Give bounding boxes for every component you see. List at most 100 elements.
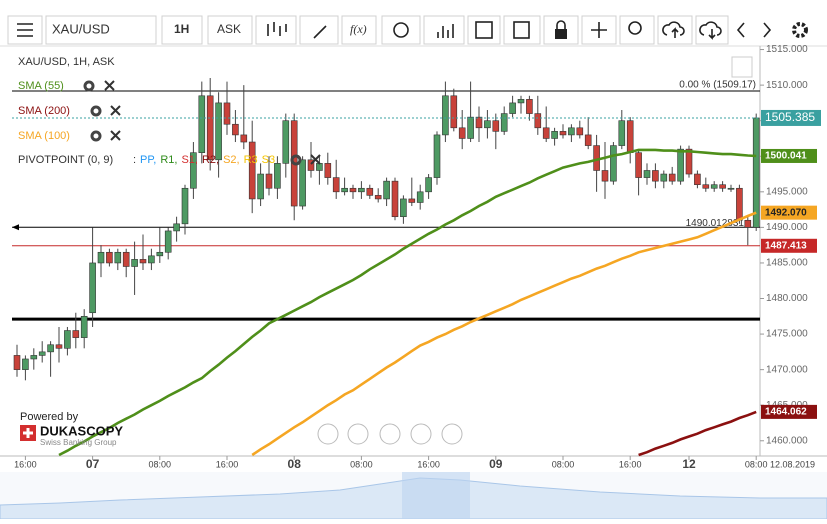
candle-body <box>551 131 558 139</box>
candle-body <box>341 187 348 193</box>
candle-body <box>55 344 63 349</box>
x-tick-label: 08:00 <box>745 459 768 469</box>
lock-shackle <box>556 20 566 29</box>
candle-body <box>383 180 390 200</box>
candle-body <box>752 117 760 228</box>
x-tick-label: 16:00 <box>216 459 239 469</box>
x-tick-label: 16:00 <box>619 459 642 469</box>
pivot-item: S3 <box>262 154 275 166</box>
info-icon <box>393 22 409 38</box>
close-icon[interactable] <box>110 130 121 141</box>
lock-icon <box>555 29 567 39</box>
candle-body <box>425 177 432 193</box>
sma-line <box>58 148 757 457</box>
report-button[interactable] <box>503 15 541 45</box>
swiss-cross <box>23 428 33 438</box>
candle-body <box>416 191 424 203</box>
legend-sma200: SMA (200) <box>18 105 70 117</box>
overlay: XAU/USD, 1H, ASK SMA (55) SMA (200) SMA … <box>18 56 463 447</box>
info-button[interactable] <box>381 15 421 45</box>
sma-badge-text: 1464.062 <box>765 407 807 418</box>
close-icon[interactable] <box>310 154 321 165</box>
x-tick-label: 08:00 <box>552 459 575 469</box>
y-tick-label: 1485.000 <box>766 258 808 269</box>
indicator-button[interactable] <box>341 15 377 45</box>
chart-type-button[interactable] <box>255 15 297 45</box>
candle-body <box>248 141 256 200</box>
fx-text: f(x) <box>350 22 367 36</box>
level-label: 0.00 % (1509.17) <box>679 80 756 91</box>
pivot-item: PP, <box>140 154 156 166</box>
close-icon[interactable] <box>110 105 121 116</box>
candle-body <box>442 95 449 136</box>
candle-body <box>391 180 399 218</box>
scroll-right[interactable] <box>441 423 463 445</box>
candle-body <box>635 152 642 178</box>
pivot-item: S1, <box>181 154 198 166</box>
gear-icon[interactable] <box>290 154 302 166</box>
candle-body <box>484 120 491 129</box>
candle-body <box>374 195 382 200</box>
scroll-left[interactable] <box>317 423 339 445</box>
candle-body <box>509 102 516 114</box>
gear-icon[interactable] <box>90 130 102 142</box>
candle-body <box>458 127 466 139</box>
legend-controls <box>83 80 121 142</box>
volume-button[interactable] <box>423 15 465 45</box>
pivot-item: R3 <box>244 154 258 166</box>
candle-body <box>30 355 38 360</box>
sma-badge-text: 1500.041 <box>765 151 807 162</box>
candle-body <box>408 198 416 203</box>
period-select[interactable] <box>161 15 203 45</box>
navigator-window[interactable] <box>402 472 470 519</box>
candle-body <box>358 187 365 193</box>
candle-body <box>492 120 500 132</box>
popout-button[interactable] <box>731 56 753 78</box>
legend-pivot: PIVOTPOINT (0, 9) <box>18 154 113 166</box>
gear-icon[interactable] <box>90 105 102 117</box>
candle-body <box>652 170 659 182</box>
x-tick-label: 09 <box>489 457 503 471</box>
prev-button[interactable] <box>736 22 745 38</box>
side-select[interactable] <box>207 15 253 45</box>
symbol-select[interactable] <box>45 15 157 45</box>
legend-sma100: SMA (100) <box>18 130 70 142</box>
calendar-button[interactable] <box>467 15 501 45</box>
zoom-out[interactable] <box>347 423 369 445</box>
candle-body <box>400 198 407 218</box>
level-label: 1490.012831 <box>686 218 745 229</box>
reset[interactable] <box>379 423 401 445</box>
candle-body <box>232 123 239 136</box>
gear-icon[interactable] <box>83 80 95 92</box>
candle-body <box>576 127 584 136</box>
upload-icon <box>662 21 685 38</box>
x-tick-label: 16:00 <box>14 459 37 469</box>
legend-pivot-sep: : <box>133 154 136 166</box>
plot: 1515.0001510.0001505.0001500.0001495.000… <box>12 44 821 471</box>
candle-body <box>206 95 214 161</box>
y-tick-label: 1480.000 <box>766 293 808 304</box>
candle-body <box>38 351 46 356</box>
close-icon[interactable] <box>104 80 115 91</box>
candle-body <box>240 134 248 143</box>
draw-button[interactable] <box>299 15 339 45</box>
sma-badge <box>761 148 817 163</box>
last-price-badge <box>761 109 821 126</box>
zoom-button[interactable] <box>619 15 655 45</box>
zoom-in[interactable] <box>410 423 432 445</box>
candle-body <box>744 219 752 228</box>
candle-body <box>568 127 575 136</box>
candle-body <box>181 187 189 225</box>
candle-body <box>500 113 508 132</box>
candles-icon <box>267 22 287 36</box>
level-badge-text: 1487.413 <box>765 240 807 251</box>
x-tick-label: 08 <box>288 457 302 471</box>
candle-body <box>601 170 609 182</box>
sma-badge <box>761 404 817 419</box>
candle-body <box>114 251 122 264</box>
candle-body <box>719 184 726 189</box>
settings-button[interactable] <box>792 22 808 38</box>
next-button[interactable] <box>763 22 772 38</box>
candle-body <box>349 187 357 193</box>
